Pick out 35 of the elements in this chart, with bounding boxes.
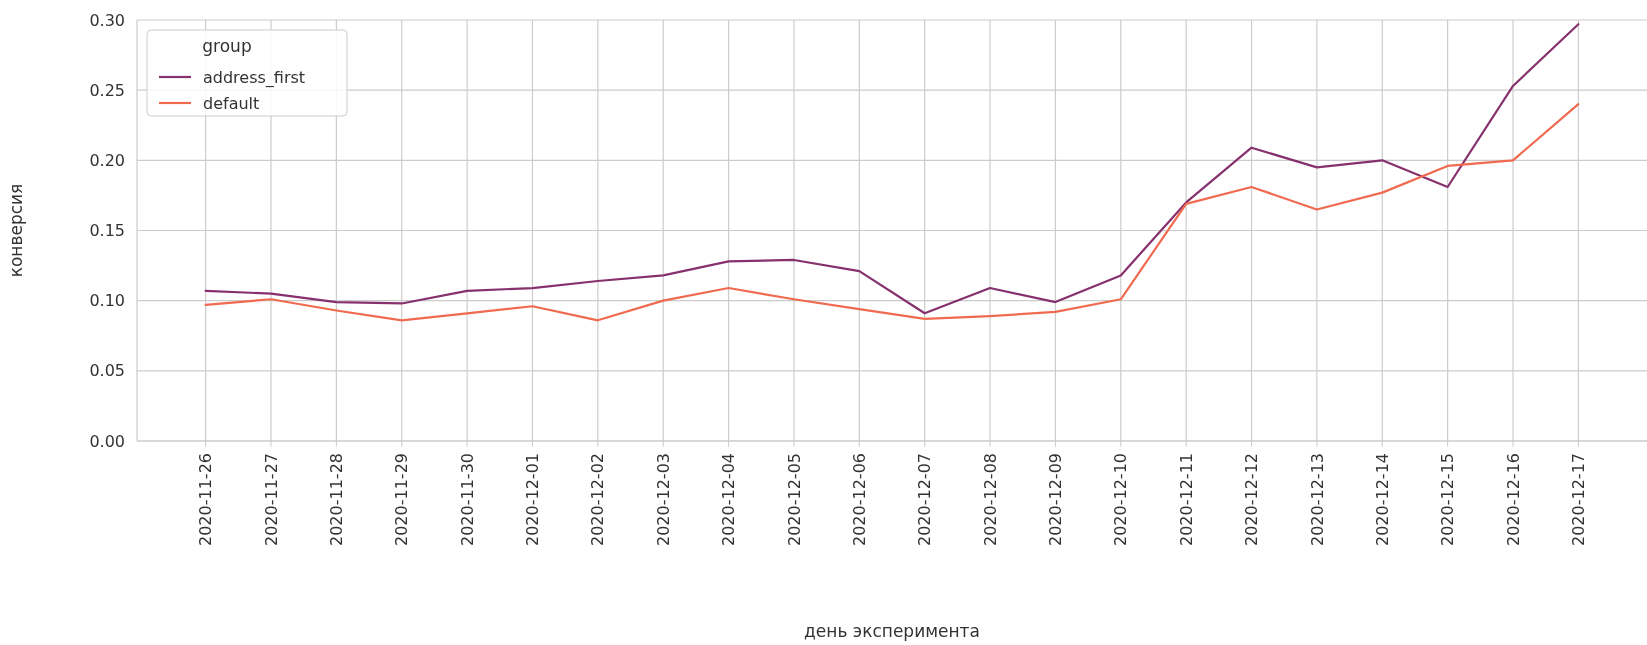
x-tick-label: 2020-11-27 [261,453,281,546]
x-tick-label: 2020-12-09 [1046,453,1066,546]
y-tick-label: 0.25 [89,80,125,100]
x-tick-label: 2020-11-30 [457,453,477,546]
x-tick-label: 2020-12-16 [1503,453,1523,546]
y-tick-label: 0.10 [89,291,125,311]
x-tick-label: 2020-12-02 [588,453,608,546]
x-tick-label: 2020-12-05 [784,453,804,546]
x-tick-label: 2020-12-17 [1568,453,1588,546]
x-tick-label: 2020-12-10 [1111,453,1131,546]
legend-label: default [203,93,260,113]
x-tick-label: 2020-12-07 [915,453,935,546]
line-series [204,23,1580,315]
x-tick-label: 2020-12-15 [1438,453,1458,546]
y-tick-label: 0.30 [89,10,125,30]
x-tick-label: 2020-12-03 [653,453,673,546]
y-tick-label: 0.15 [89,221,125,241]
x-tick-label: 2020-11-29 [392,453,412,546]
x-tick-label: 2020-12-13 [1307,453,1327,546]
y-axis-title: конверсия [6,183,26,278]
x-tick-label: 2020-11-26 [196,453,216,546]
x-tick-label: 2020-12-14 [1372,453,1392,546]
x-axis-title: день эксперимента [804,621,980,641]
x-tick-label: 2020-12-04 [719,453,739,546]
x-tick-label: 2020-12-08 [980,453,1000,546]
y-tick-label: 0.00 [89,431,125,451]
x-tick-label: 2020-11-28 [326,453,346,546]
y-tick-label: 0.20 [89,150,125,170]
x-tick-label: 2020-12-11 [1176,453,1196,546]
legend-title: group [202,36,252,56]
y-tick-label: 0.05 [89,361,125,381]
legend-label: address_first [203,67,306,88]
x-tick-label: 2020-12-06 [849,453,869,546]
x-tick-label: 2020-12-12 [1242,453,1262,546]
x-tick-label: 2020-12-01 [523,453,543,546]
